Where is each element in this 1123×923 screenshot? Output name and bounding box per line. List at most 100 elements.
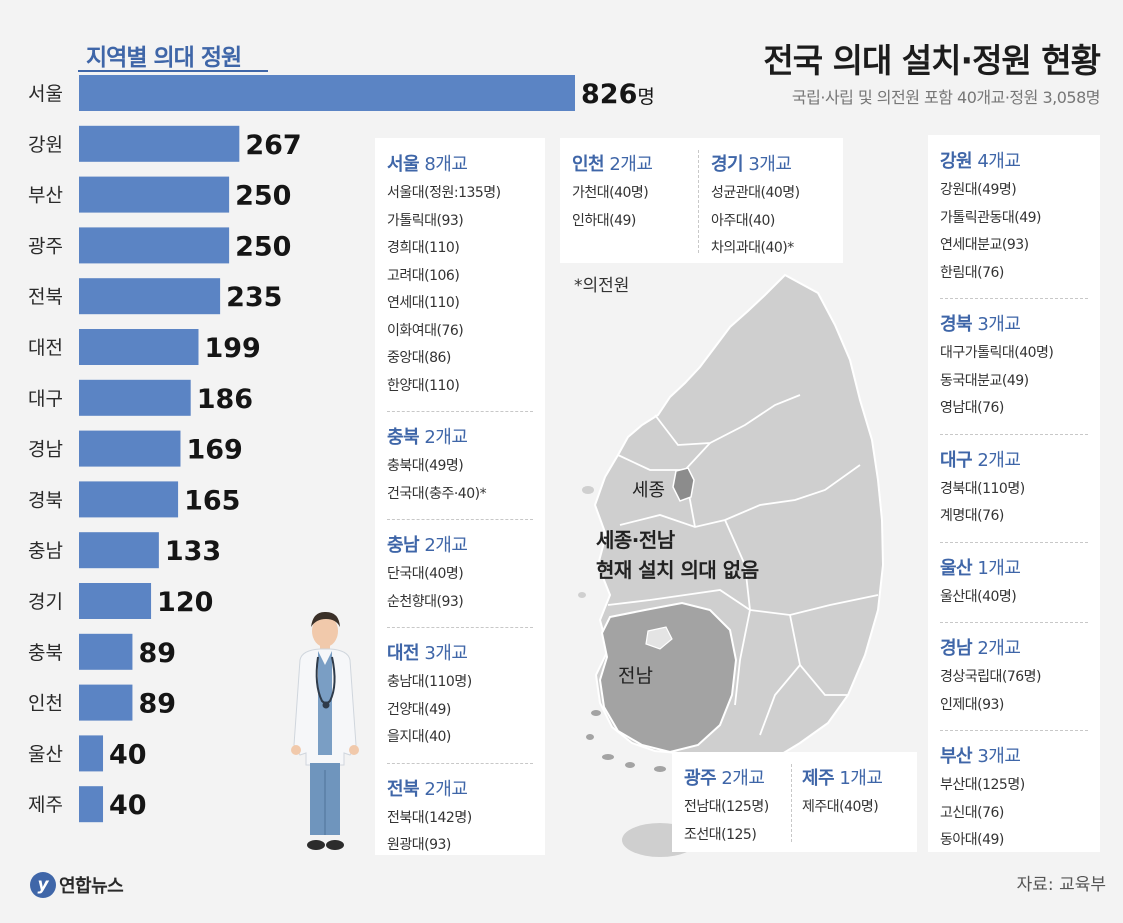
school-item: 단국대(40명) — [387, 566, 464, 582]
school-item: 중앙대(86) — [387, 350, 451, 366]
bar-value-label: 165 — [184, 485, 240, 516]
map-caption-line2: 현재 설치 의대 없음 — [596, 558, 759, 582]
school-item: 동아대(49) — [940, 832, 1004, 848]
bar-value-label: 267 — [245, 130, 301, 161]
school-item: 한림대(76) — [940, 264, 1004, 281]
school-count: 2개교 — [419, 778, 468, 800]
school-item: 한양대(110) — [387, 377, 460, 394]
school-item: 이화여대(76) — [387, 322, 464, 339]
school-count: 2개교 — [419, 535, 468, 556]
region-group: 전북 2개교 전북대(142명) 원광대(93) — [387, 762, 533, 860]
map-island — [654, 766, 666, 772]
bar-value-label: 89 — [138, 638, 176, 669]
yonhap-logo: y 연합뉴스 — [30, 872, 124, 898]
bar-value-label: 250 — [235, 231, 291, 262]
region-group: 광주 2개교 전남대(125명) 조선대(125) — [684, 764, 787, 849]
bar-category-label: 충남 — [28, 540, 63, 562]
region-heading: 인천 2개교 — [572, 150, 692, 176]
region-heading: 대구 2개교 — [940, 446, 1088, 472]
school-item: 충남대(110명) — [387, 674, 472, 690]
region-name: 강원 — [940, 151, 973, 172]
bar-value-label: 89 — [138, 689, 176, 720]
school-item: 가톨릭대(93) — [387, 212, 464, 229]
bar-category-label: 대전 — [28, 337, 63, 359]
bar-value-label: 120 — [157, 587, 213, 618]
korea-map — [578, 273, 885, 857]
region-group: 충북 2개교 충북대(49명) 건국대(충주·40)* — [387, 411, 533, 508]
school-count: 2개교 — [972, 638, 1021, 659]
school-item: 경상국립대(76명) — [940, 669, 1042, 685]
bar — [79, 583, 152, 619]
bar — [79, 75, 575, 111]
school-item: 원광대(93) — [387, 837, 451, 853]
bar-category-label: 울산 — [28, 743, 63, 765]
school-item: 계명대(76) — [940, 508, 1004, 524]
region-group: 부산 3개교 부산대(125명) 고신대(76) 동아대(49) — [940, 730, 1088, 855]
region-name: 제주 — [802, 768, 835, 789]
school-item: 제주대(40명) — [802, 799, 879, 815]
map-island — [602, 754, 614, 760]
school-count: 3개교 — [743, 154, 792, 175]
school-item: 을지대(40) — [387, 729, 451, 745]
school-item: 강원대(49명) — [940, 182, 1017, 198]
school-item: 고려대(106) — [387, 267, 460, 284]
region-group: 강원 4개교 강원대(49명) 가톨릭관동대(49) 연세대분교(93) 한림대(76) — [940, 147, 1088, 287]
region-heading: 충남 2개교 — [387, 531, 533, 557]
region-heading: 경기 3개교 — [711, 150, 831, 176]
region-name: 대전 — [387, 643, 420, 664]
school-count: 2개교 — [972, 449, 1021, 471]
map-island — [586, 734, 594, 740]
map-note: *의전원 — [574, 276, 630, 296]
school-item: 아주대(40) — [711, 212, 775, 229]
school-item: 조선대(125) — [684, 826, 757, 843]
region-heading: 전북 2개교 — [387, 775, 533, 801]
bar — [79, 532, 159, 569]
region-heading: 제주 1개교 — [802, 764, 905, 790]
map-border — [617, 442, 711, 471]
map-island — [582, 486, 594, 494]
region-group: 경북 3개교 대구가톨릭대(40명) 동국대분교(49) 영남대(76) — [940, 298, 1088, 423]
bar-category-label: 경북 — [28, 489, 63, 511]
region-group: 대전 3개교 충남대(110명) 건양대(49) 을지대(40) — [387, 627, 533, 752]
map-sejong — [672, 467, 695, 502]
map-jeonnam — [598, 601, 738, 754]
info-box-right: 강원 4개교 강원대(49명) 가톨릭관동대(49) 연세대분교(93) 한림대(76)… — [928, 135, 1100, 852]
map-border — [619, 464, 861, 528]
school-item: 부산대(125명) — [940, 777, 1025, 793]
bar — [79, 125, 240, 162]
map-island — [591, 710, 601, 716]
school-item: 연세대(110) — [387, 295, 460, 311]
school-item: 동국대분교(49) — [940, 372, 1029, 389]
box-column: 경기 3개교 성균관대(40명) 아주대(40) 차의과대(40)* — [698, 150, 831, 256]
school-item: 고신대(76) — [940, 804, 1004, 821]
bar-value-label: 40 — [109, 790, 147, 821]
bar — [79, 379, 191, 416]
page-title: 전국 의대 설치·정원 현황 — [763, 41, 1101, 80]
region-name: 경기 — [711, 154, 744, 175]
region-name: 충남 — [387, 535, 420, 556]
school-item: 차의과대(40)* — [711, 240, 794, 256]
region-heading: 서울 8개교 — [387, 150, 533, 176]
region-name: 광주 — [684, 768, 717, 789]
bar-category-label: 충북 — [28, 642, 63, 664]
school-count: 2개교 — [716, 768, 765, 789]
box-column: 인천 2개교 가천대(40명) 인하대(49) — [572, 150, 692, 253]
source-note: 자료: 교육부 — [1016, 875, 1106, 895]
region-heading: 울산 1개교 — [940, 554, 1088, 580]
bar-category-label: 경남 — [28, 439, 63, 461]
school-count: 2개교 — [419, 427, 468, 448]
school-item: 울산대(40명) — [940, 588, 1017, 605]
bar-category-label: 대구 — [28, 388, 63, 410]
region-name: 충북 — [387, 427, 420, 448]
bar — [79, 684, 133, 721]
bar — [79, 633, 133, 670]
school-item: 건국대(충주·40)* — [387, 485, 487, 502]
bar-value-label: 40 — [109, 739, 147, 770]
school-count: 1개교 — [972, 557, 1021, 579]
bar — [79, 227, 230, 264]
region-name: 경북 — [940, 314, 973, 335]
region-name: 전북 — [387, 778, 420, 800]
region-heading: 경북 3개교 — [940, 310, 1088, 336]
